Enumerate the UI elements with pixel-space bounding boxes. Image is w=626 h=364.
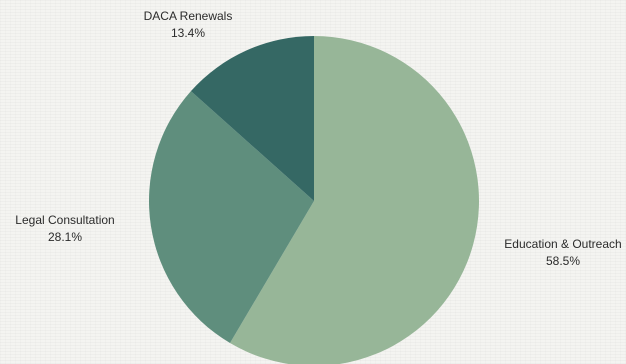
slice-label-legal-consultation: Legal Consultation — [15, 213, 114, 227]
pie-labels: Education & Outreach 58.5% Legal Consultat… — [15, 9, 621, 268]
slice-value-daca-renewals: 13.4% — [171, 26, 205, 40]
pie-slices — [149, 36, 479, 364]
slice-value-legal-consultation: 28.1% — [48, 230, 82, 244]
pie-slice-legal-consultation — [149, 91, 314, 344]
pie-slice-education-and-outreach — [230, 36, 479, 364]
slice-label-education-and-outreach: Education & Outreach — [504, 237, 621, 251]
pie-slice-daca-renewals — [190, 36, 314, 201]
slice-label-daca-renewals: DACA Renewals — [144, 9, 233, 23]
slice-value-education-and-outreach: 58.5% — [546, 254, 580, 268]
